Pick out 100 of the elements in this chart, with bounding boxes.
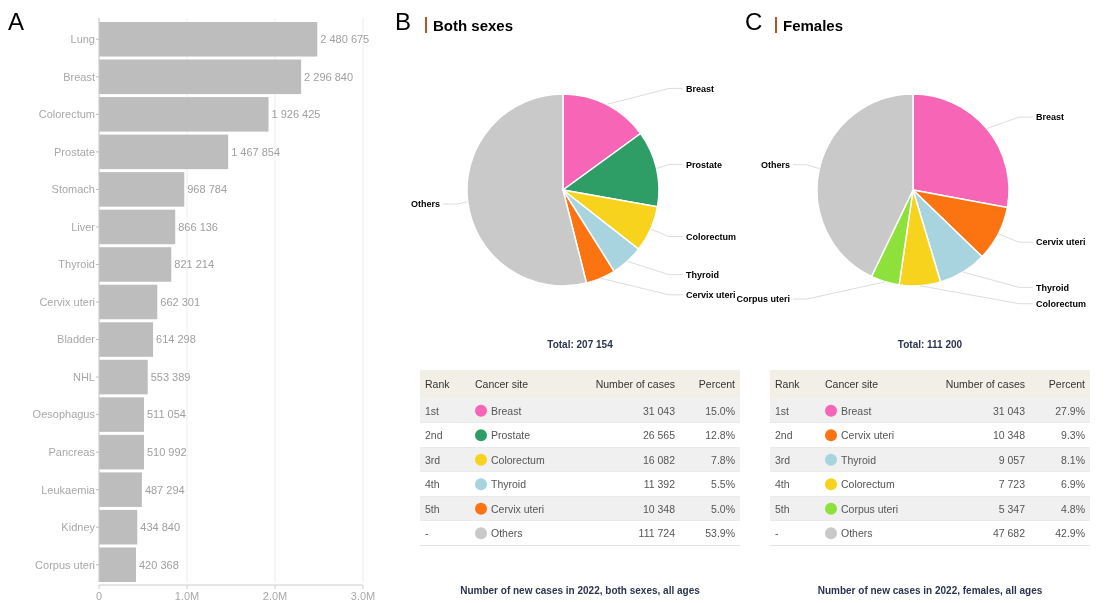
data-label: 866 136 — [178, 220, 218, 233]
y-tick-label: Corpus uteri — [35, 558, 95, 571]
text: 7.8% — [711, 453, 735, 466]
bar — [99, 284, 158, 320]
data-label: 9 057 — [998, 453, 1026, 466]
data-label: 7 723 — [998, 478, 1026, 490]
legend-label: Colorectum — [491, 453, 545, 466]
data-label: 2 480 675 — [320, 33, 370, 46]
text: Number of cases — [595, 378, 675, 390]
bar — [99, 247, 172, 282]
data-label: 47 682 — [992, 527, 1026, 539]
chart-title: Both sexes — [433, 17, 514, 34]
bar — [99, 97, 269, 132]
slice-label: Prostate — [686, 159, 723, 170]
text: Percent — [698, 378, 736, 390]
bar — [99, 209, 176, 245]
y-tick-label: Liver — [71, 220, 96, 233]
data-label: 420 368 — [138, 558, 179, 571]
bar — [99, 59, 302, 95]
text: B — [395, 8, 412, 35]
legend-label: Breast — [841, 404, 872, 417]
data-label: 614 298 — [156, 333, 196, 346]
y-tick-label: Pancreas — [48, 445, 96, 458]
legend-label: Others — [491, 527, 523, 539]
text: 12.8% — [705, 429, 735, 441]
data-label: 1 926 425 — [271, 108, 321, 121]
text: 8.1% — [1061, 453, 1085, 466]
legend-label: Thyroid — [491, 478, 527, 490]
text: 1st — [775, 404, 790, 417]
text: - — [425, 527, 429, 539]
text: Number of cases — [945, 378, 1025, 390]
text: Number of new cases in 2022, females, all ages — [817, 585, 1043, 596]
slice-label: Colorectum — [686, 231, 737, 242]
y-tick-label: Bladder — [57, 333, 96, 346]
text: 5.5% — [711, 478, 735, 490]
y-tick-label: Leukaemia — [41, 483, 96, 496]
text: 27.9% — [1055, 404, 1085, 417]
bar — [99, 547, 136, 582]
bar — [99, 322, 154, 357]
data-label: 511 054 — [146, 408, 186, 421]
slice-label: Breast — [686, 83, 715, 94]
slice-label: Corpus uteri — [736, 294, 790, 305]
text: 42.9% — [1055, 527, 1085, 539]
bar — [99, 22, 318, 57]
slice-label: Thyroid — [1036, 282, 1069, 293]
data-label: 662 301 — [160, 295, 201, 308]
x-tick-label: 1.0M — [174, 590, 200, 602]
text: - — [775, 527, 779, 539]
slice-label: Cervix uteri — [686, 289, 736, 300]
slice-label: Cervix uteri — [1036, 237, 1086, 248]
text: 53.9% — [705, 527, 735, 539]
data-label: 510 992 — [146, 445, 187, 458]
text: Total: 207 154 — [547, 339, 614, 350]
data-label: 16 082 — [642, 453, 676, 466]
bar — [99, 434, 144, 470]
text: 15.0% — [705, 404, 735, 417]
legend-label: Thyroid — [841, 453, 877, 466]
bar — [99, 172, 185, 207]
legend-label: Cervix uteri — [841, 429, 895, 441]
y-tick-label: NHL — [72, 370, 95, 383]
data-label: 10 348 — [642, 502, 676, 515]
bar — [99, 472, 142, 507]
slice-label: Others — [760, 159, 790, 170]
y-tick-label: Breast — [63, 70, 95, 83]
text: 5th — [775, 502, 790, 515]
legend-label: Corpus uteri — [841, 502, 899, 515]
bar — [99, 397, 144, 432]
x-tick-label: 2.0M — [262, 590, 288, 602]
data-label: 821 214 — [174, 258, 215, 271]
text: 2nd — [425, 429, 443, 441]
text: 3rd — [775, 453, 791, 466]
y-tick-label: Oesophagus — [32, 408, 96, 421]
legend-label: Colorectum — [841, 478, 895, 490]
text: 5.0% — [711, 502, 735, 515]
text: 6.9% — [1061, 478, 1085, 490]
text: 4th — [775, 478, 790, 490]
text: Rank — [425, 378, 451, 390]
y-tick-label: Kidney — [61, 521, 96, 534]
data-label: 434 840 — [140, 521, 181, 534]
text: Total: 111 200 — [897, 339, 963, 350]
data-label: 111 724 — [638, 527, 676, 539]
y-tick-label: Colorectum — [38, 108, 95, 121]
data-label: 968 784 — [187, 183, 228, 196]
data-label: 31 043 — [992, 404, 1026, 417]
text: A — [8, 8, 25, 35]
text: 3rd — [425, 453, 441, 466]
legend-label: Prostate — [491, 429, 531, 441]
x-tick-label: 0 — [95, 590, 103, 602]
data-label: 26 565 — [642, 429, 676, 441]
bar — [99, 359, 148, 395]
y-tick-label: Lung — [70, 33, 95, 46]
text: Number of new cases in 2022, both sexes, all ages — [460, 585, 701, 596]
data-label: 10 348 — [992, 429, 1026, 441]
text: C — [745, 8, 763, 35]
slice-label: Breast — [1036, 112, 1065, 123]
legend-label: Breast — [491, 404, 522, 417]
data-label: 5 347 — [998, 502, 1026, 515]
y-tick-label: Stomach — [51, 183, 95, 196]
text: Percent — [1048, 378, 1086, 390]
text: 2nd — [775, 429, 793, 441]
